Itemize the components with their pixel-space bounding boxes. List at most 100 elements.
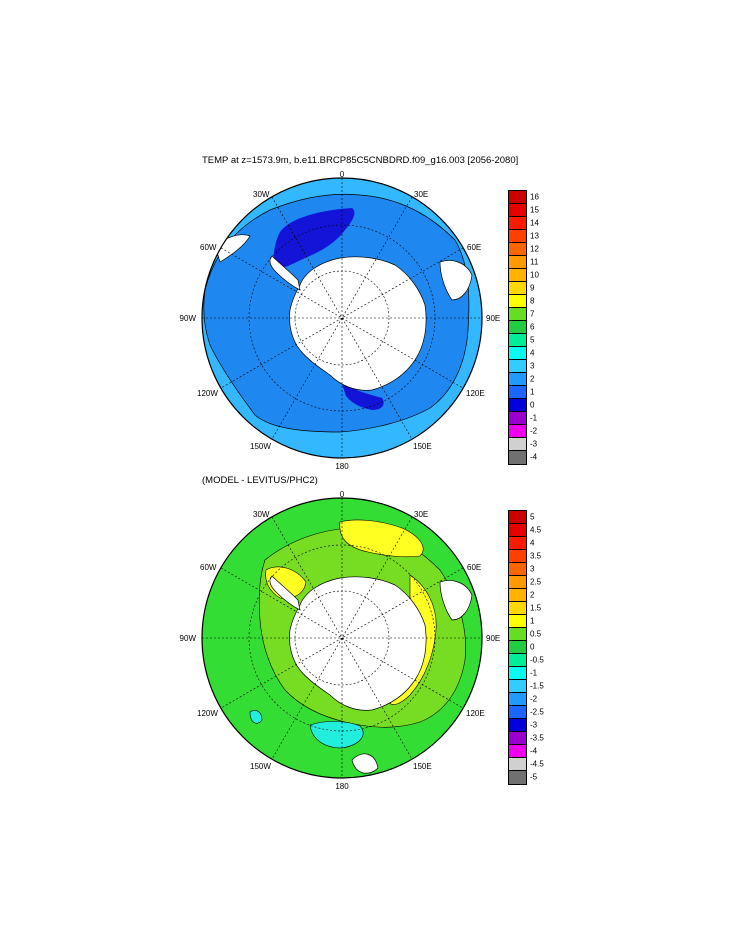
panel1-colorbar-swatch bbox=[509, 360, 526, 373]
panel1-colorbar-swatch bbox=[509, 230, 526, 243]
p2-lon-120w: 120W bbox=[197, 709, 218, 718]
panel1-colorbar-swatch bbox=[509, 386, 526, 399]
p1-lon-0: 0 bbox=[339, 170, 345, 179]
panel1-colorbar-label: 14 bbox=[530, 218, 539, 227]
panel2-colorbar-label: -1.5 bbox=[530, 681, 544, 690]
antarctic-peninsula-2 bbox=[269, 575, 301, 611]
p2-lon-150e: 150E bbox=[413, 762, 432, 771]
panel1-colorbar-label: 10 bbox=[530, 270, 539, 279]
panel2-colorbar-swatch bbox=[509, 615, 526, 628]
ice-edge-south-2 bbox=[351, 753, 379, 774]
panel1-colorbar-swatch bbox=[509, 399, 526, 412]
panel1-colorbar-swatch bbox=[509, 204, 526, 217]
panel2-colorbar-swatch bbox=[509, 719, 526, 732]
panel1-colorbar bbox=[508, 190, 527, 465]
panel1-colorbar-label: 9 bbox=[530, 283, 535, 292]
panel1-colorbar-swatch bbox=[509, 191, 526, 204]
panel2-colorbar-swatch bbox=[509, 524, 526, 537]
antarctica-landmass-2 bbox=[289, 576, 427, 711]
panel1-colorbar-swatch bbox=[509, 256, 526, 269]
panel1-colorbar-label: -2 bbox=[530, 426, 538, 435]
panel2-colorbar-label: -1 bbox=[530, 668, 538, 677]
p2-lon-90w: 90W bbox=[179, 634, 196, 643]
panel2-colorbar-swatch bbox=[509, 641, 526, 654]
p2-lon-60w: 60W bbox=[200, 563, 217, 572]
panel1-colorbar-swatch bbox=[509, 243, 526, 256]
panel2-colorbar-swatch bbox=[509, 758, 526, 771]
panel1-colorbar-swatch bbox=[509, 334, 526, 347]
cold-water-patch-weddell bbox=[273, 208, 355, 269]
panel2-colorbar-label: 1.5 bbox=[530, 603, 542, 612]
panel2-colorbar-label: 2 bbox=[530, 590, 535, 599]
panel2-colorbar-label: -4 bbox=[530, 746, 538, 755]
panel2-colorbar-label: -2 bbox=[530, 694, 538, 703]
panel2-graticule bbox=[202, 498, 482, 778]
p2-lon-60e: 60E bbox=[467, 563, 482, 572]
africa-region-2 bbox=[439, 580, 473, 621]
panel1-colorbar-label: 1 bbox=[530, 387, 535, 396]
panel2-colorbar-swatch bbox=[509, 680, 526, 693]
p2-lon-30w: 30W bbox=[253, 510, 270, 519]
panel2-colorbar-swatch bbox=[509, 602, 526, 615]
panel2-colorbar-label: 0.5 bbox=[530, 629, 542, 638]
panel2-colorbar-label: 3.5 bbox=[530, 551, 542, 560]
antarctica-landmass bbox=[289, 256, 427, 391]
panel2-colorbar-label: -3 bbox=[530, 720, 538, 729]
panel1-colorbar-swatch bbox=[509, 412, 526, 425]
panel1-colorbar-swatch bbox=[509, 321, 526, 334]
panel1-colorbar-label: 8 bbox=[530, 296, 535, 305]
p1-lon-60e: 60E bbox=[467, 243, 482, 252]
panel1-colorbar-label: -3 bbox=[530, 439, 538, 448]
panel1-colorbar-swatch bbox=[509, 347, 526, 360]
warm-anomaly-upper bbox=[339, 519, 424, 558]
panel1-colorbar-swatch bbox=[509, 217, 526, 230]
panel2-colorbar-swatch bbox=[509, 667, 526, 680]
panel2-colorbar-swatch bbox=[509, 628, 526, 641]
panel1-colorbar-label: 3 bbox=[530, 361, 535, 370]
cold-water-patch-ross bbox=[342, 384, 384, 410]
p1-lon-30e: 30E bbox=[414, 190, 429, 199]
p1-lon-180: 180 bbox=[335, 462, 349, 471]
p2-lon-150w: 150W bbox=[250, 762, 271, 771]
p1-lon-30w: 30W bbox=[253, 190, 270, 199]
panel1-colorbar-label: -4 bbox=[530, 452, 538, 461]
p1-lon-60w: 60W bbox=[200, 243, 217, 252]
panel1-colorbar-label: 6 bbox=[530, 322, 535, 331]
panel2-colorbar-swatch bbox=[509, 589, 526, 602]
panel1-colorbar-swatch bbox=[509, 282, 526, 295]
p2-lon-90e: 90E bbox=[486, 634, 501, 643]
panel2-colorbar-label: -3.5 bbox=[530, 733, 544, 742]
cool-anomaly-south bbox=[309, 721, 364, 749]
panel1-colorbar-label: 16 bbox=[530, 192, 539, 201]
panel2-colorbar-label: 4 bbox=[530, 538, 535, 547]
p1-lon-90e: 90E bbox=[486, 314, 501, 323]
panel1-colorbar-swatch bbox=[509, 438, 526, 451]
panel1-colorbar-label: 11 bbox=[530, 257, 539, 266]
panel2-colorbar-swatch bbox=[509, 576, 526, 589]
panel2-colorbar-label: -5 bbox=[530, 772, 538, 781]
p2-lon-180: 180 bbox=[335, 782, 349, 791]
panel1-colorbar-label: 0 bbox=[530, 400, 535, 409]
panel2-colorbar-label: -0.5 bbox=[530, 655, 544, 664]
panel2-colorbar-swatch bbox=[509, 745, 526, 758]
panel2-colorbar-swatch bbox=[509, 706, 526, 719]
panel2-colorbar bbox=[508, 510, 527, 785]
p1-lon-120w: 120W bbox=[197, 389, 218, 398]
panel1-colorbar-swatch bbox=[509, 373, 526, 386]
panel1-colorbar-label: 7 bbox=[530, 309, 535, 318]
panel2-colorbar-label: -4.5 bbox=[530, 759, 544, 768]
panel1-colorbar-swatch bbox=[509, 269, 526, 282]
p2-lon-0: 0 bbox=[339, 490, 345, 499]
panel1-colorbar-swatch bbox=[509, 451, 526, 464]
panel1-colorbar-label: 13 bbox=[530, 231, 539, 240]
panel2-colorbar-swatch bbox=[509, 732, 526, 745]
panel2-colorbar-swatch bbox=[509, 511, 526, 524]
panel2-colorbar-swatch bbox=[509, 550, 526, 563]
panel2-colorbar-label: 0 bbox=[530, 642, 535, 651]
p1-lon-90w: 90W bbox=[179, 314, 196, 323]
p1-lon-150w: 150W bbox=[250, 442, 271, 451]
p1-lon-150e: 150E bbox=[413, 442, 432, 451]
p2-lon-30e: 30E bbox=[414, 510, 429, 519]
panel1-title: TEMP at z=1573.9m, b.e11.BRCP85C5CNBDRD.… bbox=[202, 155, 519, 166]
